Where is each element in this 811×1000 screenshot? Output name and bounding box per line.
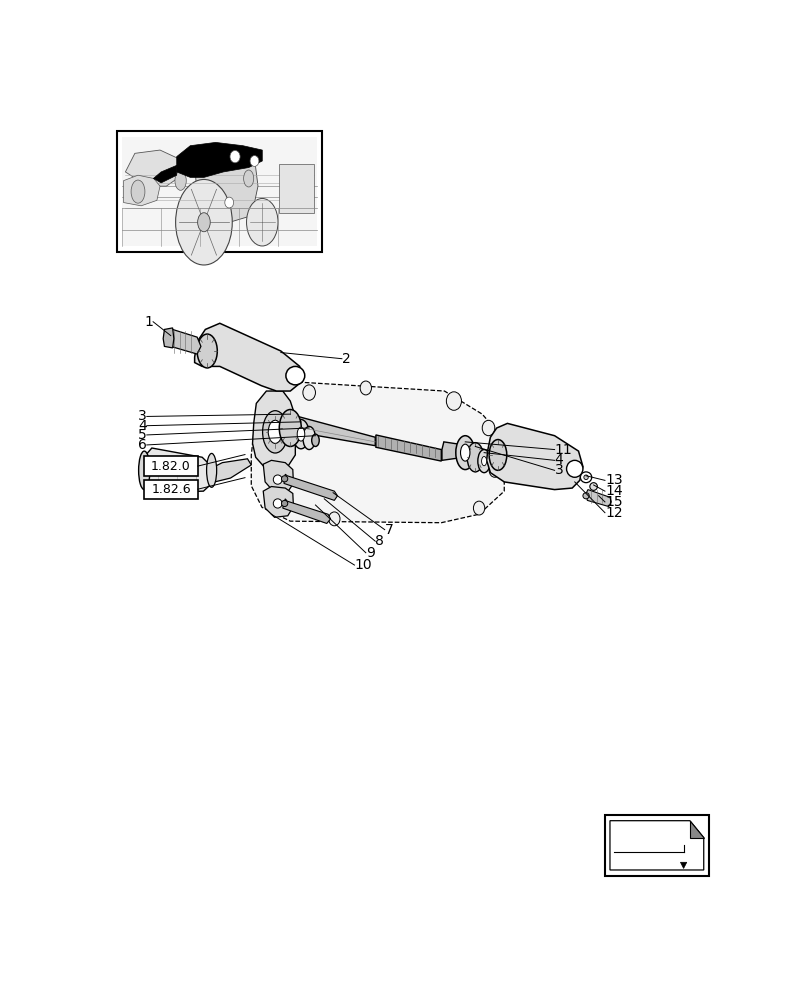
Polygon shape xyxy=(375,435,441,461)
Ellipse shape xyxy=(583,475,587,480)
Polygon shape xyxy=(140,448,214,493)
Polygon shape xyxy=(689,821,703,838)
Ellipse shape xyxy=(488,440,506,470)
Bar xyxy=(122,137,316,246)
Circle shape xyxy=(230,150,240,163)
Ellipse shape xyxy=(197,334,217,368)
Circle shape xyxy=(473,501,484,515)
Ellipse shape xyxy=(580,472,591,483)
Ellipse shape xyxy=(566,460,582,477)
Text: 15: 15 xyxy=(604,495,622,509)
Text: 12: 12 xyxy=(604,506,622,520)
Polygon shape xyxy=(163,328,174,348)
Ellipse shape xyxy=(303,426,315,450)
Ellipse shape xyxy=(273,499,281,508)
Ellipse shape xyxy=(197,213,210,232)
Ellipse shape xyxy=(268,420,281,443)
Text: 1.82.0: 1.82.0 xyxy=(151,460,191,473)
Ellipse shape xyxy=(477,450,490,473)
Text: 3: 3 xyxy=(554,463,563,477)
Ellipse shape xyxy=(293,420,309,449)
Ellipse shape xyxy=(206,453,217,487)
Ellipse shape xyxy=(139,451,150,490)
Text: 14: 14 xyxy=(604,484,622,498)
Ellipse shape xyxy=(455,436,474,470)
Circle shape xyxy=(360,381,371,395)
Ellipse shape xyxy=(281,476,287,482)
Circle shape xyxy=(482,420,494,436)
Ellipse shape xyxy=(466,443,483,472)
Ellipse shape xyxy=(273,475,281,484)
Text: 4: 4 xyxy=(138,419,147,433)
Text: 1: 1 xyxy=(144,315,153,329)
Ellipse shape xyxy=(131,180,144,203)
Bar xyxy=(604,815,708,876)
Polygon shape xyxy=(284,474,337,500)
Polygon shape xyxy=(252,391,295,470)
Ellipse shape xyxy=(281,500,287,507)
Bar xyxy=(144,480,198,499)
Circle shape xyxy=(303,385,315,400)
Circle shape xyxy=(446,392,461,410)
Polygon shape xyxy=(586,490,611,507)
Text: 11: 11 xyxy=(554,443,572,457)
Polygon shape xyxy=(282,499,330,523)
Polygon shape xyxy=(170,329,200,354)
Ellipse shape xyxy=(311,434,319,446)
Bar xyxy=(144,456,198,476)
Polygon shape xyxy=(486,423,582,490)
Polygon shape xyxy=(680,862,686,868)
Polygon shape xyxy=(441,442,463,460)
Ellipse shape xyxy=(279,410,301,446)
Circle shape xyxy=(328,512,340,526)
Ellipse shape xyxy=(297,427,304,441)
Text: 2: 2 xyxy=(341,352,350,366)
Text: 4: 4 xyxy=(554,453,563,467)
Bar xyxy=(125,183,144,200)
Polygon shape xyxy=(263,460,293,493)
Text: 7: 7 xyxy=(384,523,393,537)
Polygon shape xyxy=(123,175,160,206)
Text: 5: 5 xyxy=(138,428,147,442)
Polygon shape xyxy=(195,157,258,222)
Polygon shape xyxy=(177,142,262,177)
Polygon shape xyxy=(212,459,251,482)
Ellipse shape xyxy=(481,456,486,466)
Bar xyxy=(279,164,313,213)
Text: 3: 3 xyxy=(138,409,147,423)
Text: 10: 10 xyxy=(354,558,371,572)
Circle shape xyxy=(488,463,500,477)
Text: 9: 9 xyxy=(366,546,374,560)
Ellipse shape xyxy=(285,366,304,385)
Bar xyxy=(117,131,321,252)
Ellipse shape xyxy=(582,493,589,499)
Polygon shape xyxy=(263,487,293,517)
Polygon shape xyxy=(251,382,504,523)
Polygon shape xyxy=(290,415,375,446)
Text: 8: 8 xyxy=(375,534,384,548)
Polygon shape xyxy=(609,821,703,870)
Circle shape xyxy=(225,197,234,208)
Ellipse shape xyxy=(589,483,597,490)
Circle shape xyxy=(250,156,259,166)
Polygon shape xyxy=(153,165,177,183)
Text: 1.82.6: 1.82.6 xyxy=(151,483,191,496)
Ellipse shape xyxy=(243,170,253,187)
Text: 6: 6 xyxy=(138,438,147,452)
Ellipse shape xyxy=(175,179,232,265)
Ellipse shape xyxy=(460,444,470,461)
Polygon shape xyxy=(195,323,301,391)
Ellipse shape xyxy=(262,411,287,453)
Text: 13: 13 xyxy=(604,473,622,487)
Ellipse shape xyxy=(247,198,277,246)
Ellipse shape xyxy=(174,171,186,190)
Polygon shape xyxy=(125,150,182,186)
